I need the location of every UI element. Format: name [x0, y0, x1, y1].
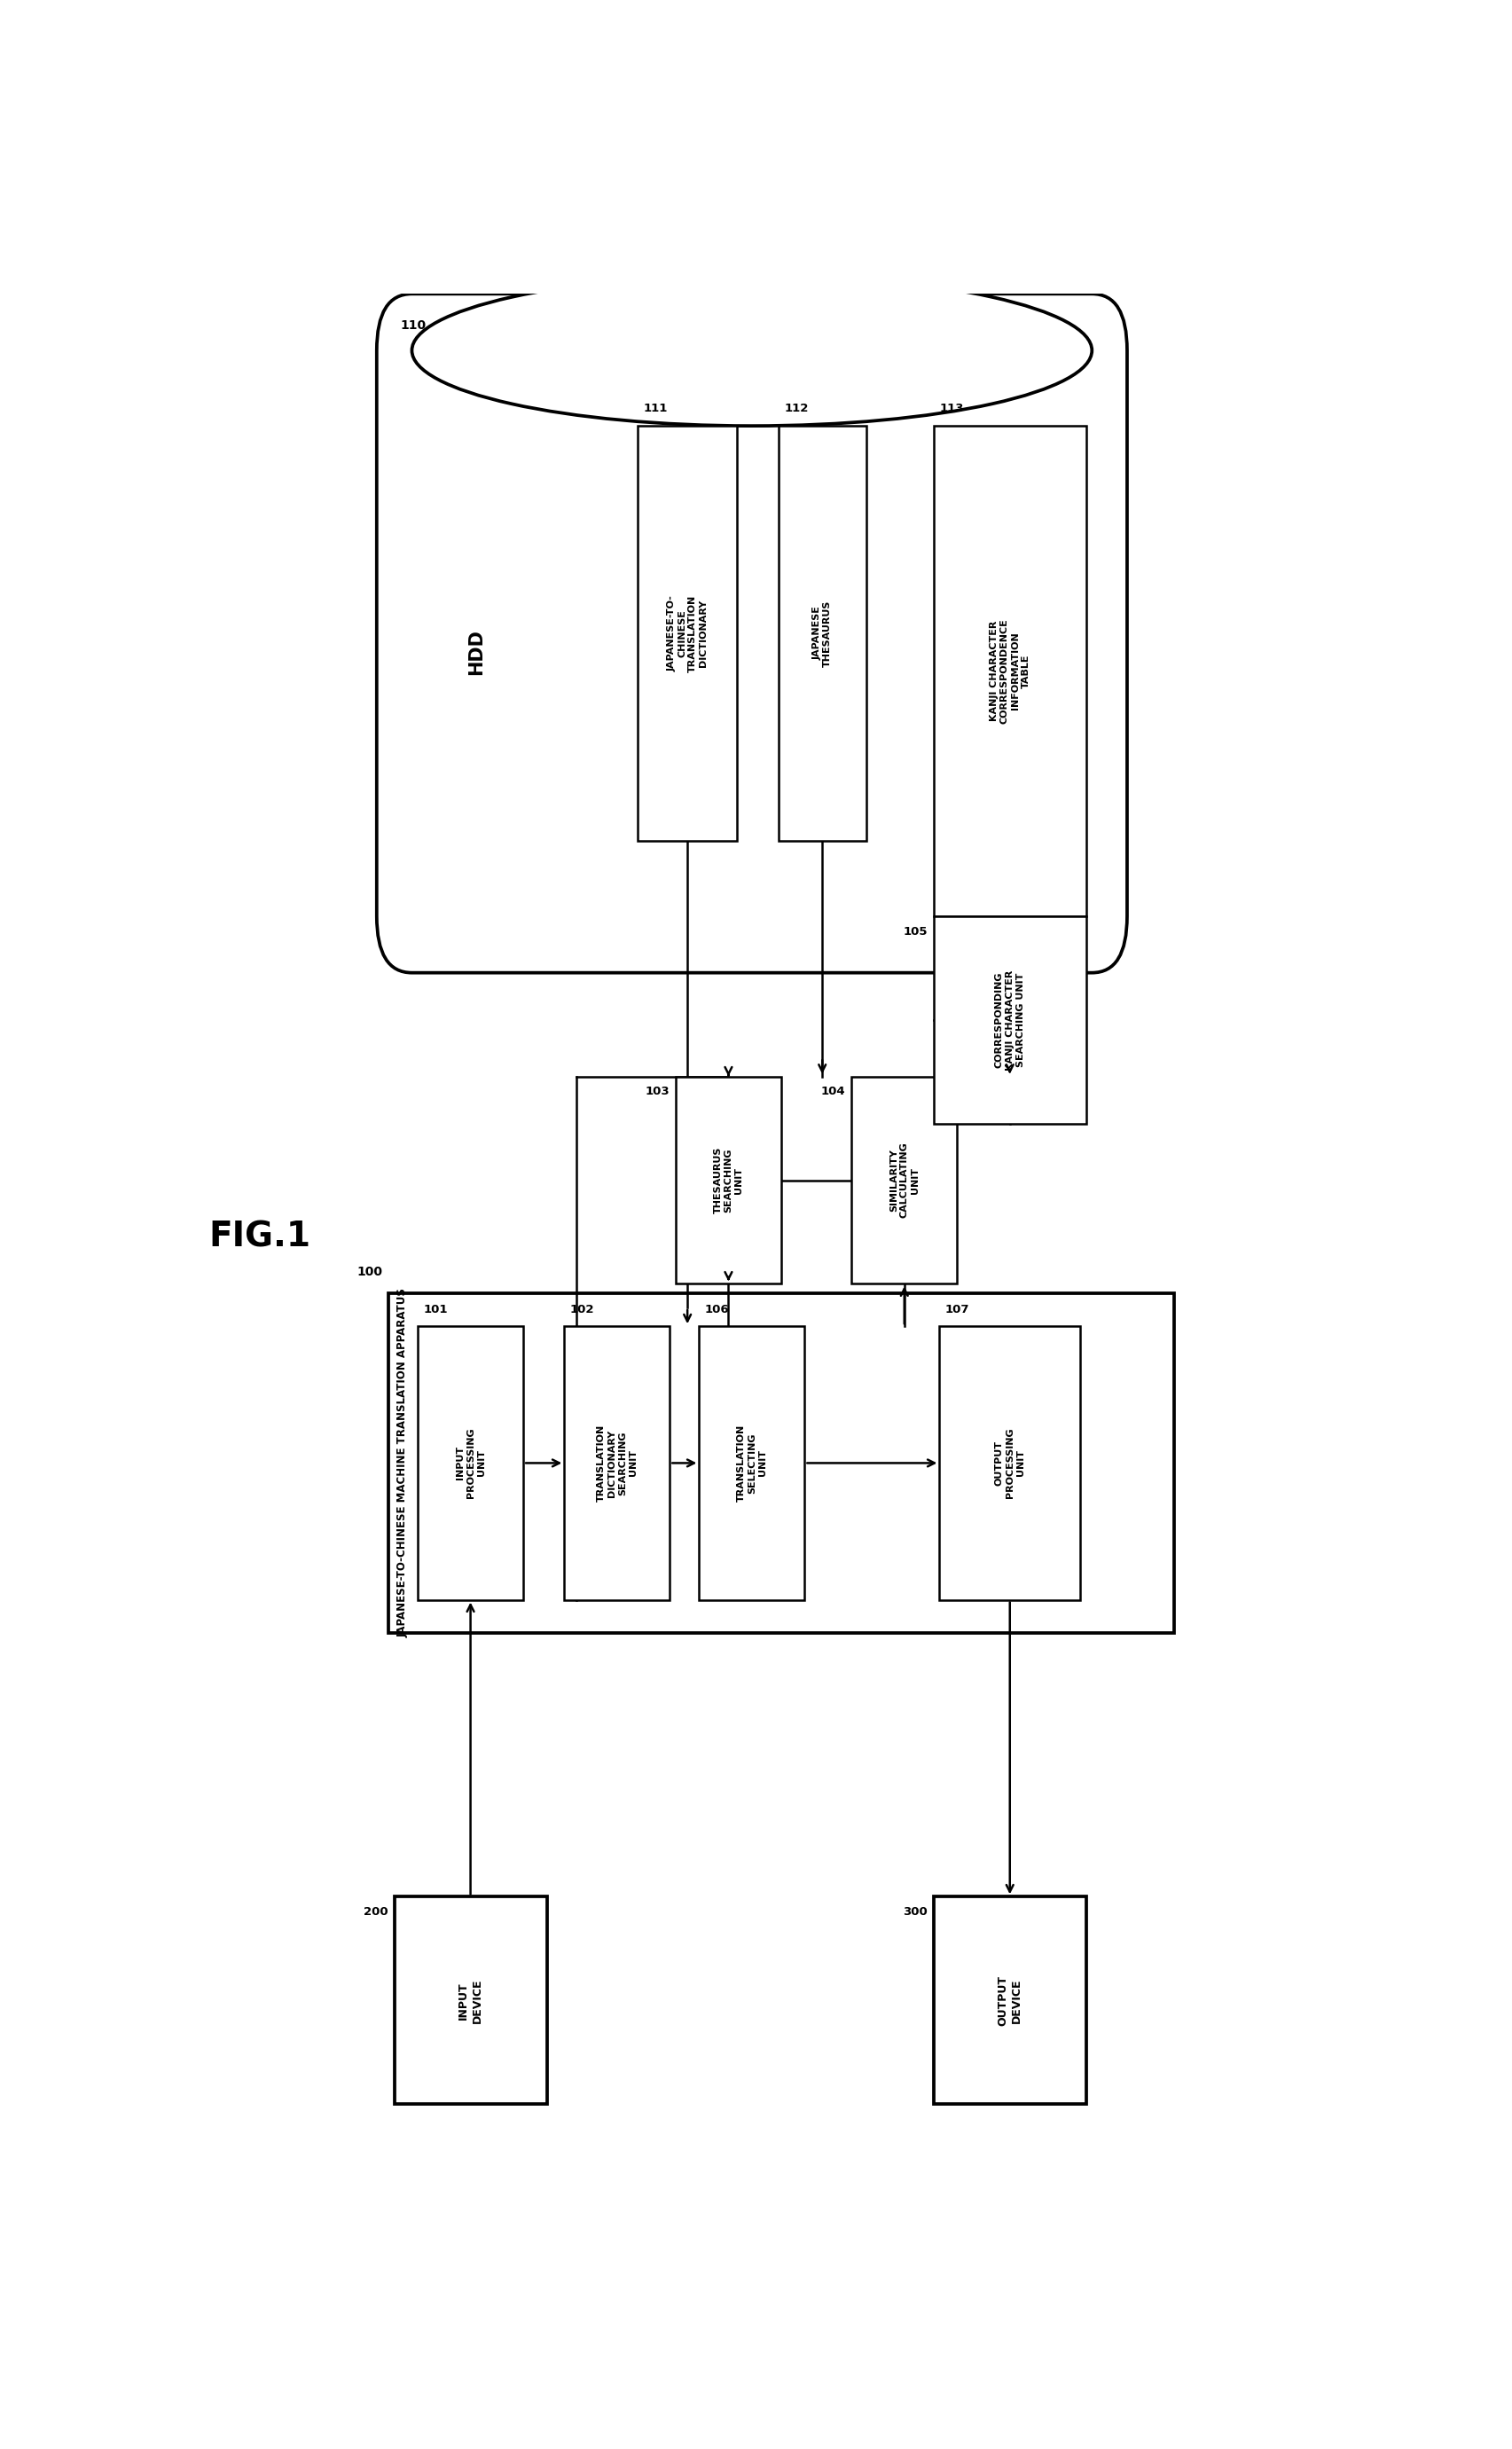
Text: OUTPUT
PROCESSING
UNIT: OUTPUT PROCESSING UNIT [995, 1428, 1024, 1499]
Text: 103: 103 [646, 1085, 670, 1097]
Text: 112: 112 [783, 404, 807, 414]
Text: 110: 110 [399, 318, 426, 331]
Ellipse shape [411, 274, 1092, 426]
Text: THESAURUS
SEARCHING
UNIT: THESAURUS SEARCHING UNIT [714, 1146, 742, 1215]
Text: FIG.1: FIG.1 [209, 1220, 310, 1254]
Bar [389, 1293, 1173, 1633]
Bar [395, 1898, 546, 2104]
Bar [564, 1327, 670, 1599]
Bar [777, 426, 866, 840]
Text: 104: 104 [821, 1085, 845, 1097]
Text: 100: 100 [357, 1266, 383, 1278]
Text: 102: 102 [570, 1303, 594, 1315]
Text: JAPANESE-TO-CHINESE MACHINE TRANSLATION APPARATUS: JAPANESE-TO-CHINESE MACHINE TRANSLATION … [396, 1288, 408, 1638]
Bar [676, 1078, 780, 1283]
Text: JAPANESE-TO-
CHINESE
TRANSLATION
DICTIONARY: JAPANESE-TO- CHINESE TRANSLATION DICTION… [667, 595, 708, 671]
Text: 300: 300 [903, 1905, 927, 1918]
Text: 107: 107 [945, 1303, 969, 1315]
Text: CORRESPONDING
KANJI CHARACTER
SEARCHING UNIT: CORRESPONDING KANJI CHARACTER SEARCHING … [995, 970, 1024, 1070]
Bar [933, 1898, 1086, 2104]
Text: TRANSLATION
SELECTING
UNIT: TRANSLATION SELECTING UNIT [736, 1425, 767, 1501]
Bar [939, 1327, 1080, 1599]
Text: 200: 200 [364, 1905, 389, 1918]
Bar [933, 426, 1086, 916]
Bar [637, 426, 736, 840]
Bar [699, 1327, 804, 1599]
FancyBboxPatch shape [376, 294, 1126, 972]
Text: 101: 101 [423, 1303, 448, 1315]
Text: INPUT
PROCESSING
UNIT: INPUT PROCESSING UNIT [455, 1428, 485, 1499]
Bar [851, 1078, 957, 1283]
Text: 106: 106 [705, 1303, 729, 1315]
Text: OUTPUT
DEVICE: OUTPUT DEVICE [996, 1976, 1022, 2025]
Text: INPUT
DEVICE: INPUT DEVICE [458, 1979, 482, 2023]
Text: 111: 111 [643, 404, 667, 414]
Text: HDD: HDD [467, 629, 485, 676]
Text: JAPANESE
THESAURUS: JAPANESE THESAURUS [812, 600, 832, 666]
Text: SIMILARITY
CALCULATING
UNIT: SIMILARITY CALCULATING UNIT [889, 1141, 919, 1217]
Bar [417, 1327, 523, 1599]
Text: 113: 113 [939, 404, 963, 414]
Text: KANJI CHARACTER
CORRESPONDENCE
INFORMATION
TABLE: KANJI CHARACTER CORRESPONDENCE INFORMATI… [989, 617, 1030, 725]
Text: 105: 105 [903, 926, 927, 938]
Text: TRANSLATION
DICTIONARY
SEARCHING
UNIT: TRANSLATION DICTIONARY SEARCHING UNIT [596, 1425, 637, 1501]
Bar [933, 916, 1086, 1124]
